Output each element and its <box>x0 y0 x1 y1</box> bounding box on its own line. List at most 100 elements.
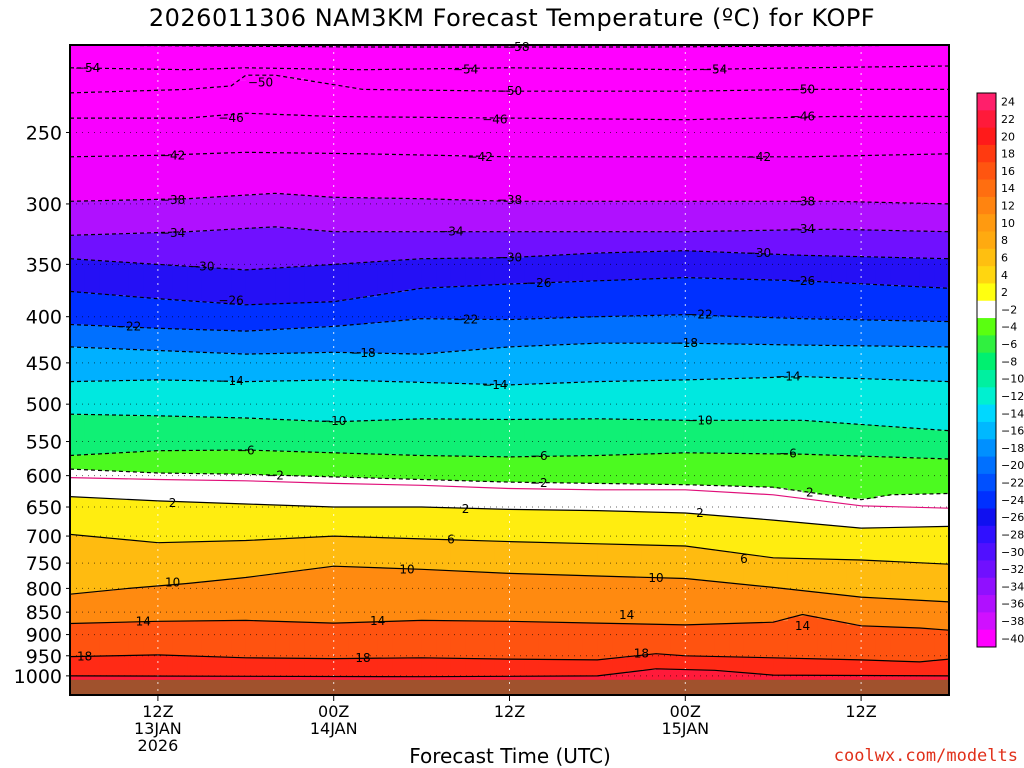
colorbar-label: −10 <box>1001 373 1024 386</box>
contour-label: −26 <box>790 274 815 288</box>
y-tick-label: 600 <box>26 466 62 488</box>
colorbar-label: −12 <box>1001 390 1024 403</box>
isotherm--30 <box>70 250 949 271</box>
colorbar-label: −14 <box>1001 407 1024 420</box>
x-tick-label: 00Z <box>318 702 349 721</box>
isotherm-20 <box>70 668 949 678</box>
contour-label: −6 <box>237 444 255 458</box>
colorbar-swatch <box>977 248 996 267</box>
contour-label: −42 <box>160 148 185 162</box>
contour-label: 2 <box>806 485 814 499</box>
colorbar-swatch <box>977 370 996 388</box>
colorbar-swatch <box>977 525 996 544</box>
y-axis-ticks: 2503003504004505005506006507007508008509… <box>14 123 70 688</box>
contour-label: 18 <box>634 646 649 660</box>
contour-label: 10 <box>648 571 663 585</box>
contour-label: 2 <box>696 506 704 520</box>
colorbar-swatch <box>977 283 996 302</box>
contour-label: 14 <box>795 619 810 633</box>
colorbar-swatch <box>977 318 996 336</box>
y-tick-label: 800 <box>26 578 62 600</box>
colorbar-label: 24 <box>1001 96 1015 109</box>
isotherm-14 <box>70 613 949 631</box>
colorbar-frame <box>976 92 997 648</box>
contour-label: −46 <box>790 110 815 124</box>
contour-label: −22 <box>116 319 141 333</box>
contour-label: −34 <box>790 222 815 236</box>
contour-label: −58 <box>504 40 529 54</box>
contour-label: −34 <box>160 226 185 240</box>
contour-label: 2 <box>462 502 470 516</box>
colorbar-label: −18 <box>1001 442 1024 455</box>
isotherm--10 <box>70 413 949 432</box>
colorbar-swatch <box>977 491 996 509</box>
colorbar-label: −20 <box>1001 459 1024 472</box>
isotherm-10 <box>70 565 949 603</box>
x-tick-label: 14JAN <box>310 719 358 738</box>
contour-label: −14 <box>775 370 800 384</box>
contour-label: −22 <box>687 308 712 322</box>
colorbar-swatch <box>977 629 996 648</box>
isotherm-0 <box>70 477 949 509</box>
contour-label: −30 <box>497 251 522 265</box>
colorbar-label: −6 <box>1001 338 1017 351</box>
y-tick-label: 1000 <box>14 666 62 688</box>
chart-title: 2026011306 NAM3KM Forecast Temperature (… <box>148 4 876 32</box>
colorbar-swatch <box>977 473 996 492</box>
contour-label: −50 <box>790 82 815 96</box>
colorbar-swatch <box>977 560 996 579</box>
colorbar-label: −16 <box>1001 425 1024 438</box>
colorbar-swatch <box>977 595 996 613</box>
colorbar-swatch <box>977 612 996 631</box>
contour-label: −42 <box>468 150 493 164</box>
contour-label: −14 <box>482 378 507 392</box>
y-tick-label: 300 <box>26 194 62 216</box>
colorbar-swatch <box>977 508 996 527</box>
contour-label: −54 <box>453 63 478 77</box>
contour-label: −50 <box>248 75 273 89</box>
x-tick-label: 2026 <box>138 736 179 755</box>
colorbar-label: −34 <box>1001 580 1024 593</box>
colorbar-label: 8 <box>1001 234 1008 247</box>
colorbar-label: −8 <box>1001 355 1017 368</box>
contour-labels: −54 −54 −54 −58 −50 −50 −50 −46 −46 −46 −42 −42 −42 −… <box>75 40 815 665</box>
isotherm--34 <box>70 226 949 236</box>
contour-label: −50 <box>497 84 522 98</box>
contour-label: −38 <box>497 193 522 207</box>
contour-label: −38 <box>160 193 185 207</box>
y-tick-label: 400 <box>26 307 62 329</box>
colorbar-swatch <box>977 93 996 111</box>
colorbar-swatch <box>977 543 996 561</box>
colorbar-label: −24 <box>1001 494 1024 507</box>
x-tick-label: 13JAN <box>134 719 182 738</box>
contour-label: 14 <box>619 608 634 622</box>
colorbar-label: 18 <box>1001 148 1015 161</box>
contour-label: −6 <box>779 447 797 461</box>
colorbar-label: −38 <box>1001 615 1024 628</box>
grid-lines <box>70 45 949 695</box>
contour-label: −38 <box>790 194 815 208</box>
y-tick-label: 550 <box>26 432 62 454</box>
y-tick-label: 650 <box>26 497 62 519</box>
contour-label: −34 <box>438 225 463 239</box>
y-tick-label: 750 <box>26 553 62 575</box>
contour-label: −18 <box>350 346 375 360</box>
y-tick-label: 450 <box>26 353 62 375</box>
contour-label: −6 <box>530 449 548 463</box>
isotherm--18 <box>70 342 949 355</box>
x-tick-label: 12Z <box>845 702 876 721</box>
colorbar-label: 10 <box>1001 217 1015 230</box>
isotherm--22 <box>70 314 949 332</box>
isotherm-6 <box>70 533 949 565</box>
y-tick-label: 500 <box>26 394 62 416</box>
contour-label: −10 <box>687 413 712 427</box>
contour-label: 18 <box>77 650 92 664</box>
isotherm-18 <box>70 653 949 663</box>
contour-label: −2 <box>530 476 548 490</box>
contour-label: −30 <box>189 260 214 274</box>
colorbar-swatch <box>977 577 996 596</box>
colorbar-swatch <box>977 214 996 232</box>
contour-label: −26 <box>218 294 243 308</box>
isotherm--14 <box>70 375 949 386</box>
